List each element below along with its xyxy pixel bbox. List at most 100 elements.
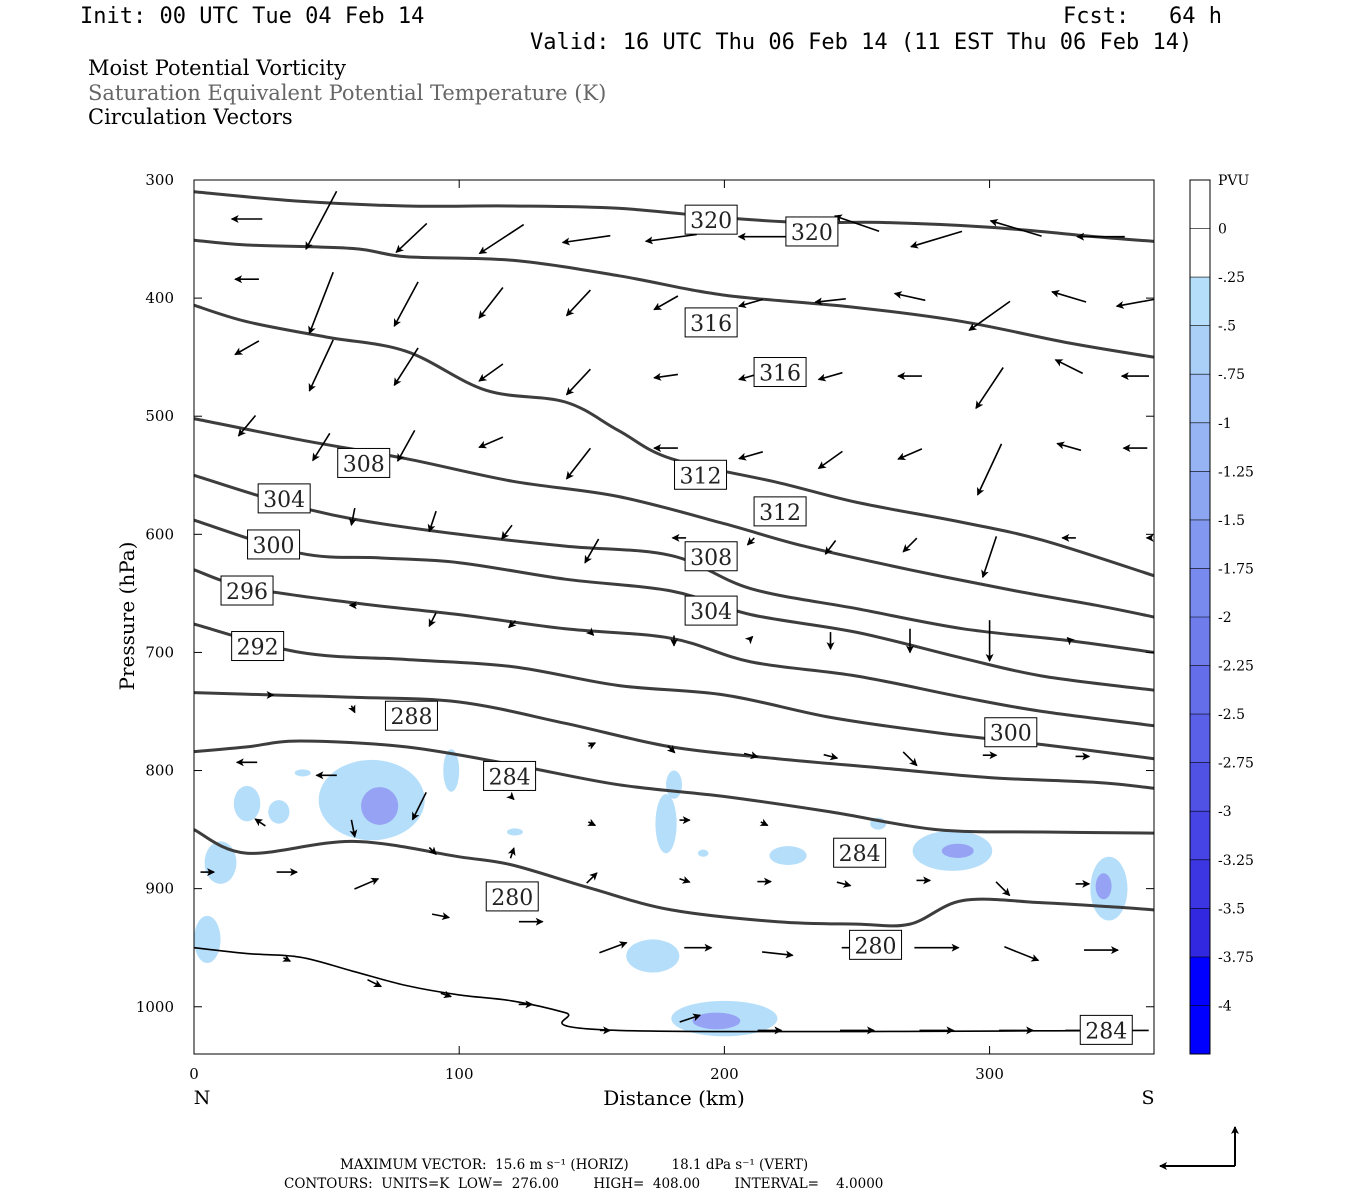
circulation-vector: [506, 791, 515, 801]
contour-label-box: [231, 631, 285, 662]
colorbar-tick-label: -2: [1218, 610, 1232, 626]
pv-region: [1095, 873, 1112, 900]
circulation-vector: [762, 950, 794, 959]
pv-region: [692, 1012, 741, 1030]
valid-time: Valid: 16 UTC Thu 06 Feb 14 (11 EST Thu …: [530, 30, 1193, 55]
reference-vector-icon: [1159, 1126, 1239, 1170]
circulation-vector: [565, 289, 591, 317]
circulation-vector: [817, 450, 843, 470]
contour-label-box: [753, 496, 807, 527]
y-tick-label: 400: [145, 289, 174, 307]
y-tick-label: 600: [145, 525, 174, 543]
pv-region: [626, 939, 680, 973]
contour-label: 316: [690, 312, 732, 337]
y-tick-label: 500: [145, 407, 174, 425]
contour-label-box: [220, 575, 274, 606]
contour-label-box: [684, 541, 738, 572]
pv-region: [204, 841, 237, 884]
theta-contour-284: [193, 739, 1155, 835]
pv-region: [655, 794, 677, 854]
circulation-vector: [587, 818, 597, 827]
theta-contour-304: [193, 473, 1155, 654]
forecast-hour: Fcst: 64 h: [1063, 4, 1222, 29]
circulation-vector: [411, 792, 427, 821]
colorbar-tick-label: -.25: [1218, 270, 1245, 286]
contour-label: 284: [489, 765, 531, 790]
colorbar-tick-label: -1.5: [1218, 513, 1245, 529]
circulation-vector: [305, 190, 338, 250]
contour-label-box: [483, 760, 537, 791]
circulation-vector: [501, 524, 513, 540]
contour-label-box: [337, 447, 391, 478]
contour-label-box: [753, 357, 807, 388]
circulation-vector: [738, 451, 764, 461]
circulation-vector: [478, 363, 504, 382]
colorbar-tick-label: -4: [1218, 998, 1232, 1014]
circulation-vector: [348, 507, 357, 527]
field-title-pv: Moist Potential Vorticity: [88, 56, 346, 80]
y-tick-label: 900: [145, 880, 174, 898]
colorbar-tick-label: -.75: [1218, 367, 1245, 383]
circulation-vector: [833, 214, 880, 233]
contour-label: 300: [990, 722, 1032, 747]
circulation-vector: [254, 818, 266, 827]
circulation-vector: [428, 612, 437, 628]
circulation-vector: [644, 233, 697, 245]
contour-label: 296: [226, 580, 268, 605]
x-tick-label: 300: [975, 1065, 1004, 1083]
colorbar-swatch: [1190, 471, 1210, 520]
contour-label: 320: [690, 209, 732, 234]
terrain-line: [193, 946, 1149, 1033]
contour-label: 320: [791, 221, 833, 246]
circulation-vector: [565, 447, 592, 480]
pv-region: [769, 846, 807, 866]
theta-contour-320: [193, 190, 1155, 243]
circulation-vector: [666, 744, 676, 754]
colorbar-swatch: [1190, 859, 1210, 909]
circulation-vector: [395, 222, 428, 253]
circulation-vector: [478, 223, 525, 255]
circulation-vector: [308, 339, 334, 392]
colorbar-swatch: [1190, 568, 1210, 617]
contour-label-box: [485, 881, 539, 912]
circulation-vector: [976, 443, 1003, 496]
contour-label: 284: [1085, 1019, 1127, 1044]
contour-label: 308: [690, 546, 732, 571]
circulation-vector: [599, 941, 628, 954]
circulation-vector: [478, 436, 504, 449]
colorbar-tick-label: -2.75: [1218, 756, 1254, 772]
contour-label: 288: [390, 705, 432, 730]
circulation-vector: [746, 537, 756, 546]
circulation-vector: [348, 704, 356, 714]
circulation-vector: [440, 990, 452, 999]
field-title-vectors: Circulation Vectors: [88, 105, 293, 129]
colorbar-swatch: [1190, 325, 1210, 375]
colorbar-swatch: [1190, 277, 1210, 326]
contour-label: 316: [759, 362, 801, 387]
colorbar-swatch: [1190, 519, 1210, 569]
circulation-vector: [585, 627, 595, 636]
contour-label: 308: [343, 452, 385, 477]
colorbar-swatch: [1190, 908, 1210, 957]
colorbar-swatch: [1190, 617, 1210, 666]
circulation-vector: [312, 432, 331, 462]
circulation-vector: [237, 414, 257, 437]
init-time: Init: 00 UTC Tue 04 Feb 14: [80, 4, 425, 29]
circulation-vector: [478, 287, 504, 319]
circulation-vector: [759, 818, 769, 827]
contour-label: 292: [237, 636, 279, 661]
circulation-vector: [508, 619, 517, 629]
contour-label-box: [984, 717, 1038, 748]
contour-label: 284: [839, 842, 881, 867]
end-label-north: N: [194, 1087, 211, 1109]
max-vector-note: MAXIMUM VECTOR: 15.6 m s⁻¹ (HORIZ) 18.1 …: [340, 1157, 809, 1173]
pv-region: [361, 787, 399, 825]
colorbar-swatch: [1190, 422, 1210, 472]
contour-label-box: [257, 483, 311, 514]
pv-region: [506, 828, 523, 836]
colorbar-swatch: [1190, 665, 1210, 715]
colorbar-swatch: [1190, 956, 1210, 1006]
circulation-vector: [1004, 946, 1040, 962]
circulation-vector: [968, 300, 1011, 331]
x-tick-label: 100: [445, 1065, 474, 1083]
